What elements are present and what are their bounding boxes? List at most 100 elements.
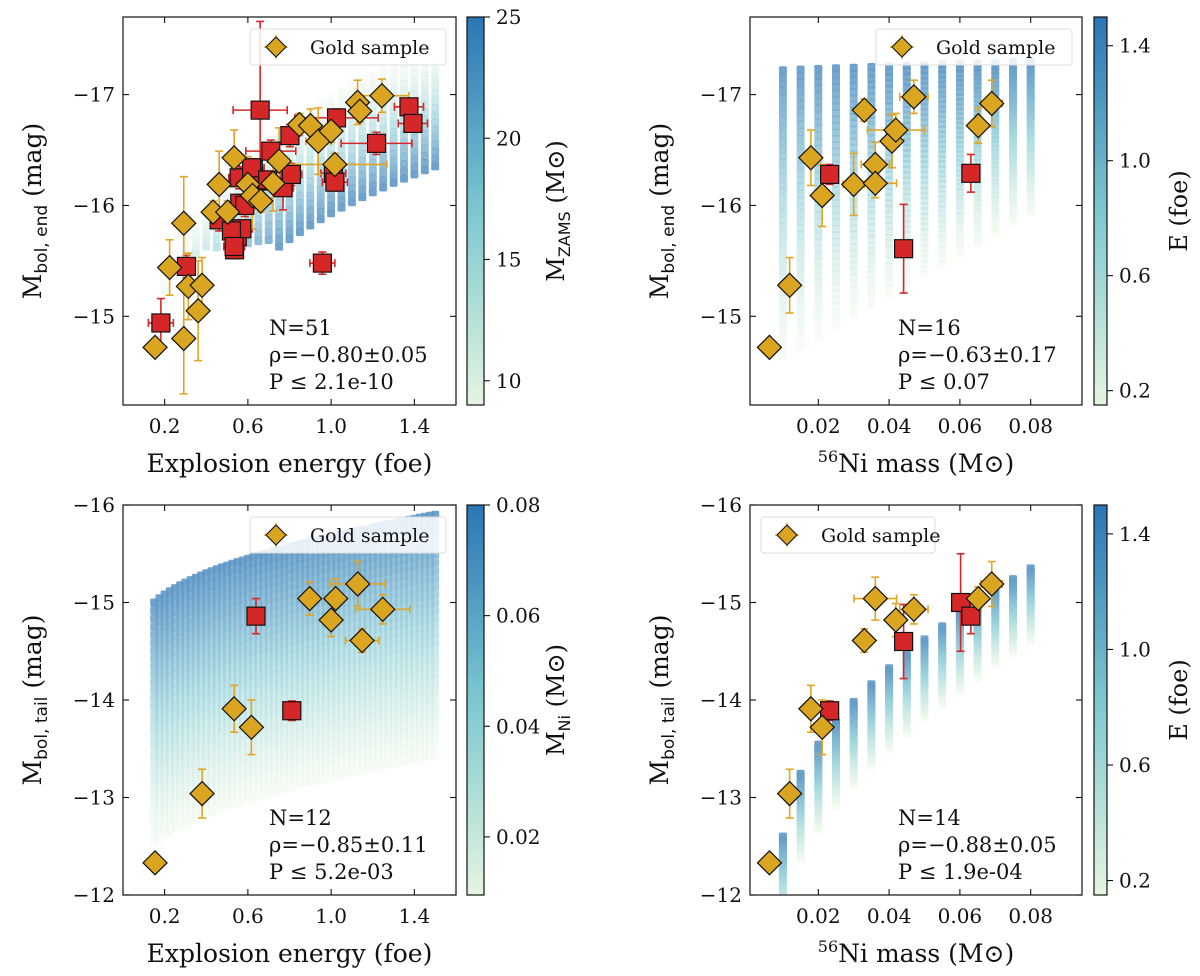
model-square	[353, 671, 362, 680]
model-square	[368, 724, 377, 732]
model-square	[405, 660, 414, 669]
colorbar-bar	[466, 16, 485, 406]
model-square	[358, 686, 367, 695]
plot-area	[756, 552, 1035, 895]
model-square	[347, 712, 356, 721]
model-square	[885, 204, 894, 213]
model-square	[285, 735, 294, 744]
model-square	[796, 79, 805, 88]
model-square	[337, 642, 346, 651]
model-square	[920, 243, 929, 252]
model-square	[384, 624, 393, 633]
model-square	[264, 709, 273, 718]
model-square	[306, 738, 315, 747]
model-square	[254, 656, 263, 664]
model-square	[867, 751, 876, 760]
model-square	[337, 771, 346, 779]
model-square	[867, 762, 876, 771]
model-square	[849, 778, 858, 787]
model-square	[327, 143, 336, 152]
model-square	[337, 690, 346, 699]
model-square	[259, 670, 268, 679]
model-square	[347, 656, 356, 665]
model-square	[358, 142, 367, 151]
model-square	[400, 749, 408, 758]
gold-diamond-marker	[247, 188, 274, 214]
model-square	[332, 764, 341, 773]
model-square	[902, 225, 911, 234]
model-square	[832, 141, 840, 150]
model-square	[353, 695, 362, 704]
model-square	[938, 155, 947, 164]
model-square	[867, 718, 876, 727]
model-square	[374, 738, 382, 747]
colorbar-label: MNi (M⊙)	[542, 644, 574, 756]
model-square	[171, 792, 179, 801]
x-tick-label: 0.02	[796, 904, 841, 928]
model-square	[311, 664, 320, 673]
model-square	[259, 694, 268, 703]
model-square	[368, 159, 377, 168]
model-square	[363, 725, 372, 734]
model-square	[1026, 132, 1035, 141]
x-tick-label: 0.02	[796, 414, 841, 438]
model-square	[389, 623, 398, 632]
colorbar-label-unit: (M⊙)	[542, 644, 570, 715]
model-square	[867, 259, 876, 268]
model-square	[778, 891, 787, 895]
model-square	[778, 152, 787, 160]
model-square	[420, 100, 429, 109]
model-square	[295, 732, 304, 741]
model-square	[420, 137, 429, 146]
model-square	[920, 175, 929, 184]
model-square	[342, 761, 351, 770]
model-square	[885, 187, 894, 196]
red-square-marker	[246, 606, 266, 626]
model-square	[796, 821, 805, 830]
model-square	[832, 796, 840, 805]
model-square	[197, 747, 205, 756]
model-square	[259, 742, 268, 751]
model-square	[885, 256, 894, 265]
legend-label: Gold sample	[310, 37, 429, 59]
colorbar-label-main: M	[542, 257, 570, 282]
model-square	[238, 676, 247, 685]
model-square	[332, 659, 341, 668]
model-square	[778, 302, 787, 311]
model-square	[264, 773, 273, 782]
model-square	[849, 273, 858, 282]
model-square	[181, 819, 190, 828]
model-square	[337, 634, 346, 643]
model-square	[306, 177, 315, 186]
model-square	[814, 777, 823, 786]
model-square	[814, 111, 823, 120]
model-square	[814, 78, 823, 87]
model-square	[973, 185, 982, 194]
model-square	[280, 688, 289, 697]
model-square	[186, 720, 195, 729]
model-square	[431, 82, 440, 91]
model-square	[410, 170, 419, 179]
model-square	[867, 746, 876, 755]
model-square	[400, 701, 408, 710]
model-square	[347, 704, 356, 713]
model-square	[327, 202, 336, 210]
y-axis-label: Mbol, tail (mag)	[645, 615, 679, 786]
model-square	[379, 665, 388, 674]
model-square	[353, 703, 362, 712]
model-square	[321, 750, 330, 759]
model-square	[778, 87, 787, 96]
model-square	[384, 688, 393, 697]
model-square	[379, 657, 388, 666]
model-square	[1009, 218, 1017, 227]
model-square	[796, 176, 805, 185]
model-square	[389, 679, 398, 688]
model-square	[165, 707, 174, 716]
model-square	[814, 285, 823, 293]
model-square	[902, 269, 911, 278]
model-square	[955, 192, 964, 201]
red-square-marker	[399, 97, 419, 117]
gold-diamond-marker	[221, 144, 247, 171]
model-square	[814, 786, 823, 795]
model-square	[1026, 147, 1035, 156]
